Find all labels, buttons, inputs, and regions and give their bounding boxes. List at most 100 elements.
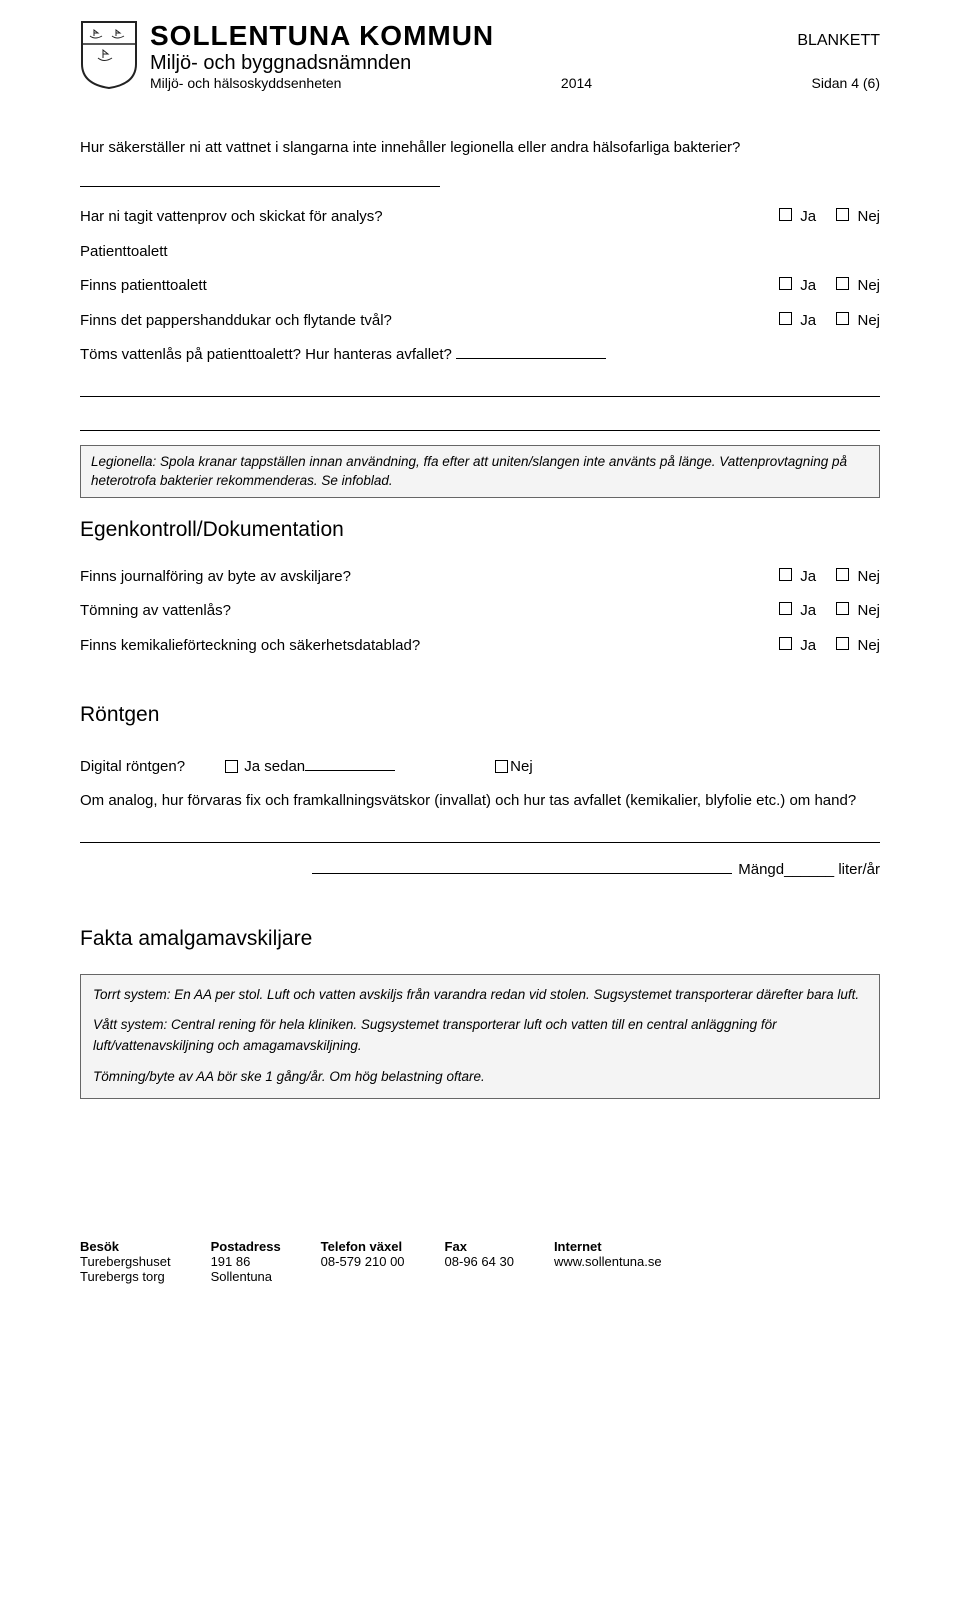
fakta-info-box: Torrt system: En AA per stol. Luft och v… (80, 974, 880, 1100)
label-ja-sedan: Ja sedan (244, 758, 305, 775)
label-nej: Nej (857, 594, 880, 629)
question-9: Digital röntgen? Ja sedan Nej (80, 750, 880, 785)
question-10: Om analog, hur förvaras fix och framkall… (80, 784, 880, 819)
question-7: Tömning av vattenlås? Ja Nej (80, 594, 880, 629)
label-ja: Ja (800, 629, 816, 664)
checkbox-ja[interactable] (779, 602, 792, 615)
question-4-text: Finns det pappershanddukar och flytande … (80, 304, 779, 339)
footer-heading: Fax (445, 1239, 514, 1254)
mangd-line: Mängd______ liter/år (80, 853, 880, 888)
label-nej: Nej (510, 758, 533, 775)
municipality-logo (80, 20, 138, 90)
yes-no-group: Ja Nej (779, 594, 880, 629)
footer-line: 191 86 (211, 1254, 281, 1269)
patienttoalett-heading: Patienttoalett (80, 235, 880, 270)
org-title: SOLLENTUNA KOMMUN (150, 20, 494, 52)
page-footer: Besök Turebergshuset Turebergs torg Post… (80, 1239, 880, 1284)
footer-heading: Postadress (211, 1239, 281, 1254)
question-8-text: Finns kemikalieförteckning och säkerhets… (80, 629, 779, 664)
question-2-text: Har ni tagit vattenprov och skickat för … (80, 200, 779, 235)
checkbox-nej[interactable] (836, 312, 849, 325)
question-7-text: Tömning av vattenlås? (80, 594, 779, 629)
question-3: Finns patienttoalett Ja Nej (80, 269, 880, 304)
footer-col-postadress: Postadress 191 86 Sollentuna (211, 1239, 281, 1284)
page-number: Sidan 4 (6) (812, 75, 880, 91)
footer-line: Turebergshuset (80, 1254, 171, 1269)
yes-no-group: Ja Nej (779, 269, 880, 304)
fakta-heading: Fakta amalgamavskiljare (80, 915, 880, 963)
checkbox-ja[interactable] (779, 312, 792, 325)
label-ja: Ja (800, 304, 816, 339)
footer-col-internet: Internet www.sollentuna.se (554, 1239, 662, 1284)
question-10-text: Om analog, hur förvaras fix och framkall… (80, 792, 856, 809)
question-5-text: Töms vattenlås på patienttoalett? Hur ha… (80, 346, 452, 363)
question-8: Finns kemikalieförteckning och säkerhets… (80, 629, 880, 664)
label-ja: Ja (800, 200, 816, 235)
footer-line: www.sollentuna.se (554, 1254, 662, 1269)
legionella-info-box: Legionella: Spola kranar tappställen inn… (80, 445, 880, 498)
form-body: Hur säkerställer ni att vattnet i slanga… (80, 131, 880, 1099)
fill-line[interactable] (312, 873, 732, 874)
footer-col-fax: Fax 08-96 64 30 (445, 1239, 514, 1284)
page-header: SOLLENTUNA KOMMUN BLANKETT Miljö- och by… (80, 20, 880, 91)
question-1: Hur säkerställer ni att vattnet i slanga… (80, 131, 880, 200)
label-nej: Nej (857, 304, 880, 339)
fill-line[interactable] (80, 407, 880, 431)
label-nej: Nej (857, 560, 880, 595)
label-nej: Nej (857, 629, 880, 664)
question-2: Har ni tagit vattenprov och skickat för … (80, 200, 880, 235)
mangd-label: Mängd______ liter/år (738, 861, 880, 878)
footer-heading: Besök (80, 1239, 171, 1254)
footer-line: Sollentuna (211, 1269, 281, 1284)
fakta-p1: Torrt system: En AA per stol. Luft och v… (93, 985, 867, 1006)
label-ja: Ja (800, 594, 816, 629)
checkbox-nej[interactable] (836, 208, 849, 221)
yes-no-group: Ja Nej (779, 200, 880, 235)
fill-line[interactable] (456, 358, 606, 359)
footer-heading: Internet (554, 1239, 662, 1254)
yes-no-group: Ja Nej (779, 629, 880, 664)
checkbox-nej[interactable] (836, 568, 849, 581)
footer-heading: Telefon växel (321, 1239, 405, 1254)
fakta-p3: Tömning/byte av AA bör ske 1 gång/år. Om… (93, 1067, 867, 1088)
footer-line: 08-96 64 30 (445, 1254, 514, 1269)
checkbox-ja[interactable] (779, 277, 792, 290)
question-6-text: Finns journalföring av byte av avskiljar… (80, 560, 779, 595)
egenkontroll-heading: Egenkontroll/Dokumentation (80, 506, 880, 554)
doc-type-label: BLANKETT (797, 32, 880, 50)
fill-line[interactable] (80, 819, 880, 843)
checkbox-ja[interactable] (779, 568, 792, 581)
question-1-text: Hur säkerställer ni att vattnet i slanga… (80, 139, 740, 156)
checkbox-nej[interactable] (836, 277, 849, 290)
fill-line[interactable] (80, 186, 440, 187)
question-3-text: Finns patienttoalett (80, 269, 779, 304)
year: 2014 (561, 75, 592, 91)
question-4: Finns det pappershanddukar och flytande … (80, 304, 880, 339)
fakta-p2: Vått system: Central rening för hela kli… (93, 1015, 867, 1057)
rontgen-heading: Röntgen (80, 691, 880, 739)
label-ja: Ja (800, 560, 816, 595)
footer-col-telefon: Telefon växel 08-579 210 00 (321, 1239, 405, 1284)
fill-line[interactable] (305, 770, 395, 771)
question-5: Töms vattenlås på patienttoalett? Hur ha… (80, 338, 880, 373)
label-nej: Nej (857, 200, 880, 235)
footer-line: Turebergs torg (80, 1269, 171, 1284)
yes-no-group: Ja Nej (779, 560, 880, 595)
department-2: Miljö- och hälsoskyddsenheten (150, 75, 341, 91)
checkbox-nej[interactable] (836, 637, 849, 650)
department-1: Miljö- och byggnadsnämnden (150, 52, 880, 75)
checkbox-nej[interactable] (836, 602, 849, 615)
footer-col-besok: Besök Turebergshuset Turebergs torg (80, 1239, 171, 1284)
question-6: Finns journalföring av byte av avskiljar… (80, 560, 880, 595)
checkbox-ja[interactable] (779, 637, 792, 650)
footer-line: 08-579 210 00 (321, 1254, 405, 1269)
fill-line[interactable] (80, 373, 880, 397)
yes-no-group: Ja Nej (779, 304, 880, 339)
label-nej: Nej (857, 269, 880, 304)
checkbox-ja-sedan[interactable] (225, 760, 238, 773)
checkbox-nej[interactable] (495, 760, 508, 773)
checkbox-ja[interactable] (779, 208, 792, 221)
label-ja: Ja (800, 269, 816, 304)
header-text-block: SOLLENTUNA KOMMUN BLANKETT Miljö- och by… (150, 20, 880, 91)
page: SOLLENTUNA KOMMUN BLANKETT Miljö- och by… (0, 0, 960, 1324)
